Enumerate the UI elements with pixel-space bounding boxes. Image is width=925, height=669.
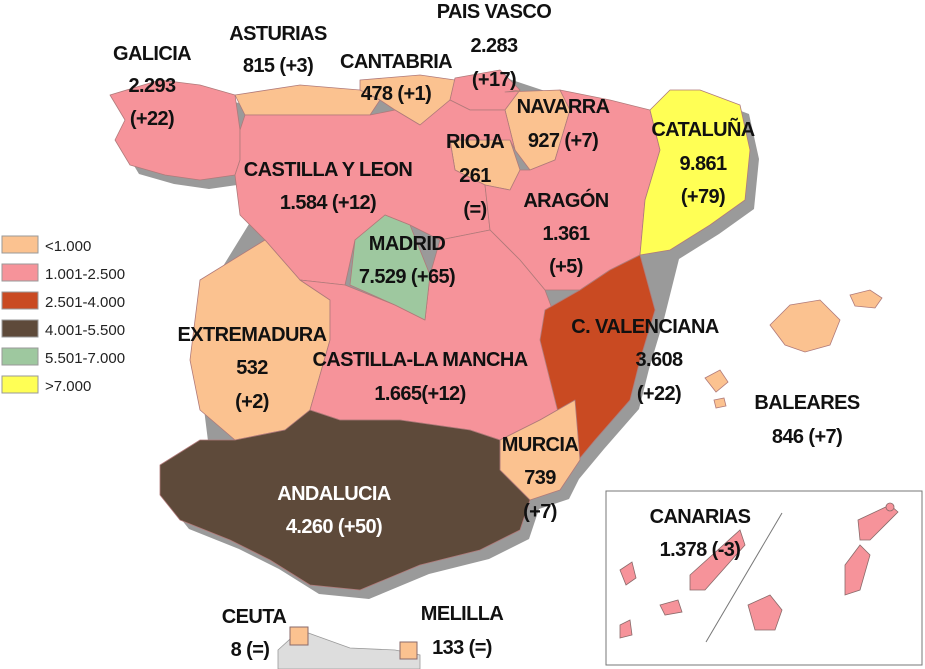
label-aragon-change: (+5) [549, 256, 583, 278]
label-asturias-name: ASTURIAS [229, 23, 327, 45]
label-rioja-change: (=) [463, 199, 486, 221]
region-ceuta[interactable] [289, 626, 309, 646]
svg-text:1.001-2.500: 1.001-2.500 [45, 266, 125, 283]
labels: GALICIA 2.293 (+22) ASTURIAS 815 (+3) CA… [113, 1, 860, 661]
label-andalucia-value: 4.260 (+50) [286, 516, 382, 538]
label-rioja-value: 261 [459, 165, 491, 187]
regions [109, 69, 883, 591]
label-pais-vasco-name: PAIS VASCO [437, 1, 551, 23]
label-navarra-value: 927 (+7) [528, 130, 598, 152]
africa-coast [277, 626, 421, 669]
legend-item: 1.001-2.500 [1, 263, 125, 283]
label-madrid-value: 7.529 (+65) [359, 266, 455, 288]
label-castilla-la-mancha-name: CASTILLA-LA MANCHA [312, 349, 527, 371]
label-extremadura-name: EXTREMADURA [178, 324, 327, 346]
label-ceuta-value: 8 (=) [231, 639, 270, 661]
label-cataluna-value: 9.861 [679, 153, 727, 175]
svg-text:<1.000: <1.000 [45, 238, 91, 255]
legend-item: >7.000 [1, 375, 91, 395]
label-castilla-leon-name: CASTILLA Y LEON [244, 159, 413, 181]
label-galicia-change: (+22) [130, 108, 174, 130]
label-valenciana-change: (+22) [637, 383, 681, 405]
label-murcia-name: MURCIA [502, 434, 579, 456]
label-galicia-name: GALICIA [113, 43, 191, 65]
region-melilla[interactable] [399, 641, 418, 660]
svg-text:5.501-7.000: 5.501-7.000 [45, 350, 125, 367]
label-melilla-value: 133 (=) [432, 637, 492, 659]
label-cantabria-name: CANTABRIA [340, 51, 452, 73]
region-asturias[interactable] [234, 84, 381, 116]
label-murcia-value: 739 [524, 467, 556, 489]
label-galicia-value: 2.293 [128, 75, 176, 97]
label-baleares-name: BALEARES [754, 392, 859, 414]
label-pais-vasco-change: (+17) [472, 69, 516, 91]
label-pais-vasco-value: 2.283 [470, 35, 518, 57]
label-rioja-name: RIOJA [446, 131, 504, 153]
region-canarias[interactable] [619, 502, 899, 639]
label-valenciana-value: 3.608 [635, 349, 683, 371]
region-andalucia[interactable] [159, 409, 531, 591]
label-aragon-name: ARAGÓN [523, 188, 608, 212]
label-extremadura-change: (+2) [235, 391, 269, 413]
label-asturias-value: 815 (+3) [243, 55, 313, 77]
region-cataluna[interactable] [639, 89, 751, 256]
svg-text:>7.000: >7.000 [45, 378, 91, 395]
label-aragon-value: 1.361 [542, 223, 590, 245]
label-andalucia-name: ANDALUCIA [277, 483, 391, 505]
label-murcia-change: (+7) [523, 501, 557, 523]
label-canarias-value: 1.378 (-3) [660, 539, 741, 561]
label-castilla-la-mancha-value: 1.665(+12) [374, 383, 465, 405]
label-baleares-value: 846 (+7) [772, 426, 842, 448]
label-cataluna-change: (+79) [681, 186, 725, 208]
label-castilla-leon-value: 1.584 (+12) [280, 192, 376, 214]
legend-item: 4.001-5.500 [1, 319, 125, 339]
region-baleares[interactable] [704, 289, 883, 409]
region-madrid[interactable] [349, 214, 431, 321]
legend-item: 5.501-7.000 [1, 347, 125, 367]
label-navarra-name: NAVARRA [517, 96, 610, 118]
label-ceuta-name: CEUTA [222, 606, 287, 628]
label-extremadura-value: 532 [236, 357, 268, 379]
svg-text:2.501-4.000: 2.501-4.000 [45, 294, 125, 311]
label-melilla-name: MELILLA [421, 603, 504, 625]
svg-text:4.001-5.500: 4.001-5.500 [45, 322, 125, 339]
legend-item: <1.000 [1, 235, 91, 255]
label-cantabria-value: 478 (+1) [361, 83, 431, 105]
label-cataluna-name: CATALUÑA [651, 118, 754, 141]
legend: <1.000 1.001-2.500 2.501-4.000 4.001-5.5… [1, 235, 125, 395]
label-madrid-name: MADRID [369, 233, 446, 255]
label-valenciana-name: C. VALENCIANA [571, 316, 719, 338]
label-canarias-name: CANARIAS [650, 506, 751, 528]
legend-item: 2.501-4.000 [1, 291, 125, 311]
canarias-inset [605, 490, 923, 666]
